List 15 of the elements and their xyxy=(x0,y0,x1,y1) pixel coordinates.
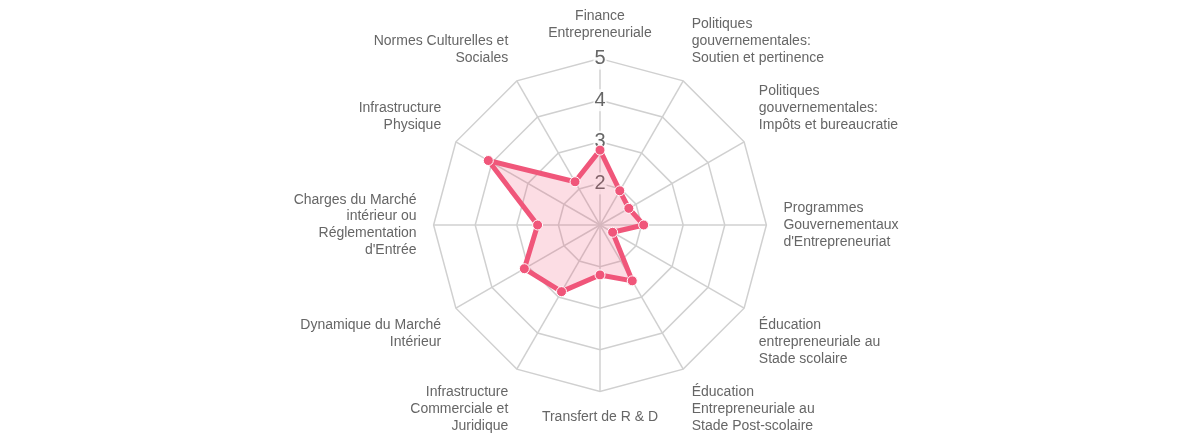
spoke-label: Éducation Entrepreneuriale au Stade Post-scolaire xyxy=(691,383,815,433)
y-tick-label: 2 xyxy=(594,170,606,193)
spoke-label: Charges du Marché intérieur ou Réglementation d'Entrée xyxy=(293,190,417,258)
spoke-label: Programmes Gouvernementaux d'Entrepreneuriat xyxy=(783,199,899,249)
spoke-label: Infrastructure Commerciale et Juridique xyxy=(410,383,509,433)
spoke-label: Finance Entrepreneuriale xyxy=(548,7,652,41)
spoke-label: Politiques gouvernementales: Impôts et bureaucratie xyxy=(758,82,899,132)
y-tick-label: 5 xyxy=(594,46,606,69)
spoke-label: Normes Culturelles et Sociales xyxy=(373,31,509,65)
spoke-label: Éducation entrepreneuriale au Stade scolaire xyxy=(758,315,881,366)
spoke-label: Infrastructure Physique xyxy=(358,98,442,132)
spoke-label: Transfert de R & D xyxy=(541,407,659,424)
y-tick-label: 4 xyxy=(594,87,606,110)
spoke-label: Dynamique du Marché Intérieur xyxy=(300,315,442,349)
spoke-label: Politiques gouvernementales: Soutien et pertinence xyxy=(691,15,825,65)
